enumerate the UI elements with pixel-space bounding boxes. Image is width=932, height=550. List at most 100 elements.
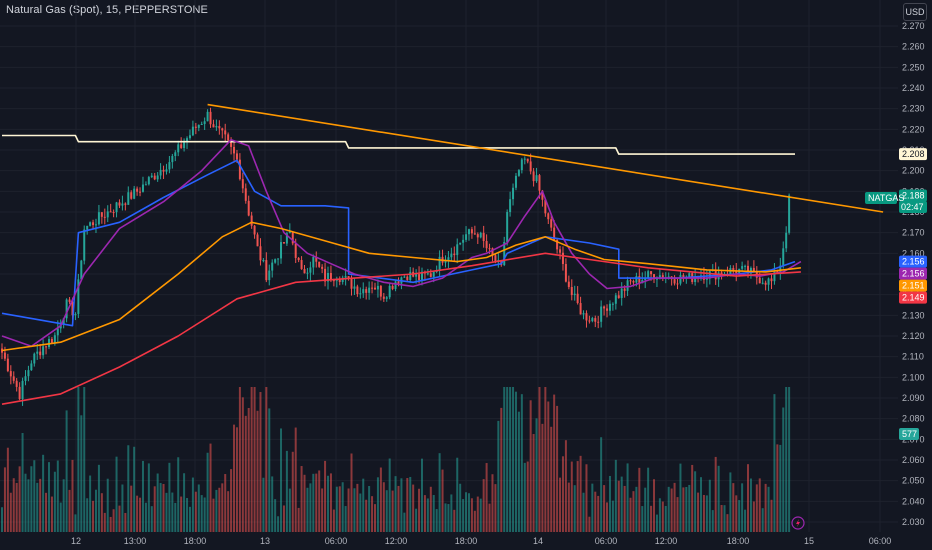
volume-bar [382,482,385,532]
volume-bar [520,394,523,532]
volume-bar [291,451,294,532]
volume-bar [429,486,432,532]
candle-body [614,295,617,304]
candle-body [432,271,435,277]
price-label-box [899,267,927,280]
trendline[interactable] [207,103,884,213]
candle-body [544,199,547,214]
price-tick-label: 2.060 [902,455,925,465]
volume-bar [56,460,59,532]
volume-bar [350,453,353,532]
volume-bar [418,488,421,532]
candle-body [785,232,788,249]
volume-bar [444,503,447,532]
volume-bar [282,505,285,532]
candle-body [259,246,262,261]
price-label-text: 2.156 [902,257,925,267]
candle-body [247,200,250,216]
candle-body [406,276,409,281]
price-tick-label: 2.110 [902,352,924,362]
volume-bar [124,512,127,532]
volume-bar [503,387,506,532]
volume-bar [594,491,597,532]
currency-button[interactable]: USD [903,3,927,21]
candle-body [89,222,92,226]
volume-bar [347,488,350,532]
volume-bar [614,459,617,532]
volume-bar [86,498,89,532]
volume-bar [617,480,620,532]
candle-body [773,270,776,282]
time-tick-label: 14 [533,536,543,546]
price-label-box [899,255,927,268]
volume-bar [676,497,679,532]
volume-bar [89,475,92,532]
candle-body [523,158,526,160]
volume-bar [186,498,189,532]
volume-bar [74,514,77,532]
candle-body [18,386,21,400]
candle-body [329,273,332,281]
volume-bar [141,460,144,532]
volume-bar [50,496,53,532]
time-tick-label: 06:00 [595,536,618,546]
volume-bar [585,464,588,532]
volume-bar [112,509,115,532]
volume-bar [561,456,564,532]
candle-body [130,192,133,199]
candle-body [397,281,400,284]
volume-bar [708,479,711,532]
volume-bar [68,489,71,532]
candle-body [782,248,785,266]
price-tick-label: 2.100 [902,372,925,382]
candle-body [688,273,691,278]
volume-bar [406,478,409,532]
candle-body [359,293,362,295]
volume-bar [327,475,330,532]
volume-bar [694,471,697,532]
volume-bar [94,489,97,532]
time-axis[interactable]: 12 13:00 18:00 13 06:00 12:00 18:00 14 06:00 12:0… [71,536,891,546]
price-label-box [899,148,927,161]
price-label-text: 2.151 [902,281,925,291]
candle-body [356,286,359,295]
volume-bar [664,505,667,532]
volume-bar [335,486,338,532]
price-label-text: 2.149 [902,293,925,303]
volume-bar [426,498,429,532]
candle-body [418,274,421,281]
candle-body [177,144,180,153]
candle-body [62,318,65,325]
candle-body [15,380,18,387]
volume-bar [385,490,388,532]
candle-body [391,285,394,289]
candle-body [582,313,585,315]
price-axis[interactable]: 2.2702.2602.2502.2402.2302.2202.2102.200… [899,21,927,527]
volume-bar [506,387,509,532]
volume-bar [200,495,203,532]
candle-body [491,248,494,256]
ma_blue-line [1,159,796,327]
volume-bar [749,478,752,532]
candle-body [174,152,177,157]
candle-body [591,318,594,322]
candle-body [94,224,97,226]
candle-body [382,296,385,299]
time-tick-label: 18:00 [727,536,750,546]
candle-body [514,175,517,188]
lightning-icon[interactable] [791,516,805,530]
volume-bar [194,491,197,532]
volume-bar [315,473,318,532]
candle-body [194,126,197,128]
price-tick-label: 2.240 [902,83,925,93]
price-label-box [899,279,927,292]
volume-bar [6,447,9,532]
candle-body [617,295,620,298]
volume-bar [576,461,579,532]
volume-bar [514,391,517,532]
symbol-tag: NATGAS [865,192,904,204]
candle-body [608,303,611,311]
candle-body [456,244,459,256]
candle-body [444,260,447,263]
